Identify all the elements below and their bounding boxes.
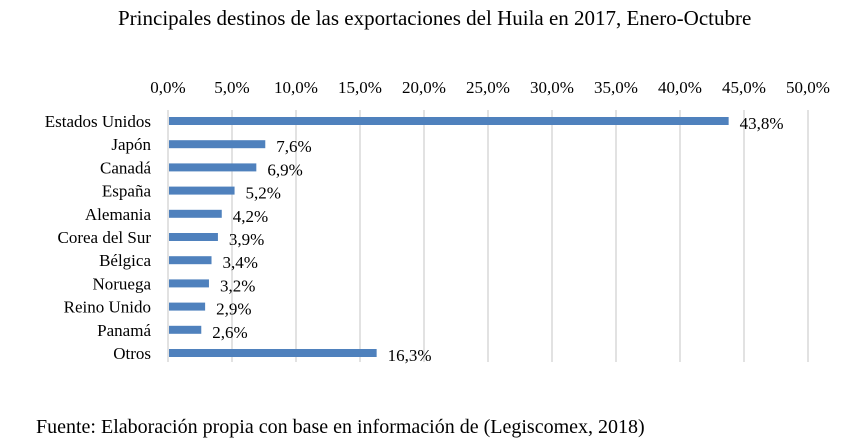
bar — [169, 117, 729, 125]
x-tick-label: 25,0% — [466, 78, 510, 97]
category-label: Japón — [111, 135, 151, 154]
x-tick-label: 0,0% — [150, 78, 185, 97]
bar — [169, 233, 218, 241]
bar — [169, 279, 209, 288]
x-axis-ticks: 0,0% 5,0% 10,0% 15,0% 20,0% 25,0% 30,0% 35,0% 40… — [150, 78, 830, 97]
category-label: Corea del Sur — [58, 228, 152, 247]
bar — [169, 256, 212, 265]
category-label: Alemania — [85, 205, 152, 224]
data-label: 3,4% — [223, 253, 258, 272]
bar — [169, 325, 202, 334]
x-tick-label: 45,0% — [722, 78, 766, 97]
data-label: 3,2% — [220, 276, 255, 295]
bar — [169, 302, 206, 311]
category-label: Estados Unidos — [45, 112, 151, 131]
bar — [169, 209, 222, 218]
bar — [169, 349, 377, 357]
bar — [169, 163, 257, 172]
x-tick-label: 50,0% — [786, 78, 830, 97]
data-label: 2,9% — [216, 300, 251, 319]
category-labels: Estados Unidos Japón Canadá España Alemania C… — [45, 112, 152, 363]
data-label: 4,2% — [233, 207, 268, 226]
x-tick-label: 5,0% — [214, 78, 249, 97]
x-tick-label: 40,0% — [658, 78, 702, 97]
data-label: 5,2% — [246, 184, 281, 203]
gridlines — [167, 110, 809, 362]
bar — [169, 186, 235, 195]
x-tick-label: 10,0% — [274, 78, 318, 97]
category-label: Reino Unido — [64, 298, 151, 317]
data-labels: 43,8% 7,6% 6,9% 5,2% 4,2% 3,9% 3,4% 3,2% 2,9% 2,6… — [212, 114, 783, 365]
data-label: 7,6% — [276, 137, 311, 156]
category-label: España — [102, 182, 152, 201]
data-label: 2,6% — [212, 323, 247, 342]
chart-title: Principales destinos de las exportacione… — [118, 6, 752, 30]
x-tick-label: 35,0% — [594, 78, 638, 97]
data-label: 6,9% — [267, 160, 302, 179]
bar — [169, 140, 266, 149]
source-note: Fuente: Elaboración propia con base en i… — [36, 416, 645, 438]
data-label: 16,3% — [388, 346, 432, 365]
category-label: Bélgica — [99, 251, 151, 270]
x-tick-label: 20,0% — [402, 78, 446, 97]
x-tick-label: 15,0% — [338, 78, 382, 97]
x-tick-label: 30,0% — [530, 78, 574, 97]
category-label: Panamá — [97, 321, 151, 340]
category-label: Noruega — [92, 274, 151, 293]
data-label: 3,9% — [229, 230, 264, 249]
category-label: Canadá — [100, 158, 151, 177]
bars — [169, 117, 729, 357]
data-label: 43,8% — [740, 114, 784, 133]
category-label: Otros — [113, 344, 151, 363]
